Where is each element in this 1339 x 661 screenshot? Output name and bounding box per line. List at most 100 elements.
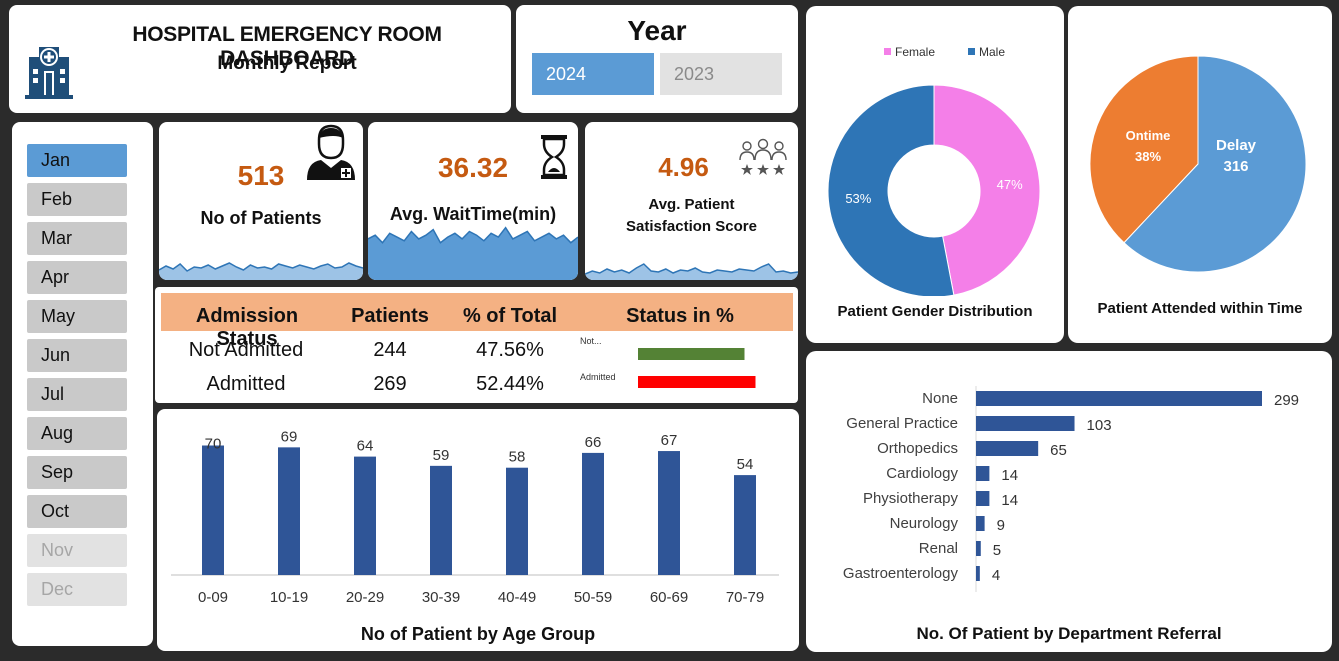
department-bar [976, 441, 1039, 456]
dashboard-subtitle: Monthly Report [217, 53, 357, 74]
dashboard-title: HOSPITAL EMERGENCY ROOM DASHBOARD [132, 23, 442, 70]
department-bar [976, 391, 1262, 406]
month-button-sep[interactable]: Sep [27, 456, 127, 489]
attended-pie-chart: Ontime 38% Delay 316 [1089, 55, 1307, 273]
status-bar-label: Not... [580, 336, 602, 346]
age-tick-label: 50-59 [574, 589, 612, 606]
age-tick-label: 40-49 [498, 589, 536, 606]
kpi-satisfaction-value: 4.96 [658, 152, 709, 182]
sparkline-area [368, 227, 578, 280]
department-category-label: Physiotherapy [863, 490, 959, 507]
department-bar [976, 541, 981, 556]
department-value-label: 14 [1001, 467, 1018, 484]
satisfaction-sparkline [585, 263, 798, 280]
attended-chart-card: Ontime 38% Delay 316 Patient Attended withi… [1068, 6, 1332, 343]
gender-chart-title: Patient Gender Distribution [837, 303, 1033, 320]
gender-slice-male [827, 84, 955, 296]
age-bar-value-label: 69 [281, 428, 298, 445]
row-not-admitted-patients: 244 [373, 339, 407, 361]
department-value-label: 14 [1001, 492, 1018, 509]
month-button-mar[interactable]: Mar [27, 222, 127, 255]
month-button-jan[interactable]: Jan [27, 144, 127, 177]
month-button-oct[interactable]: Oct [27, 495, 127, 528]
department-chart-title: No. Of Patient by Department Referral [916, 624, 1222, 643]
age-bar [734, 475, 756, 575]
legend-label-female: Female [895, 45, 935, 59]
age-tick-label: 0-09 [198, 589, 228, 606]
kpi-wait-label: Avg. WaitTime(min) [389, 204, 557, 224]
row-admitted-pct: 52.44% [476, 373, 544, 395]
month-button-jul[interactable]: Jul [27, 378, 127, 411]
row-admitted-patients: 269 [373, 373, 407, 395]
department-value-label: 9 [997, 517, 1005, 534]
age-bar-value-label: 66 [585, 434, 602, 451]
month-slicer: Jan Feb Mar Apr May Jun Jul Aug Sep Oct Nov Dec [12, 122, 153, 646]
legend-label-male: Male [979, 45, 1005, 59]
gender-slice-label: 47% [997, 177, 1023, 192]
age-bar-value-label: 70 [205, 436, 222, 453]
year-button-2023[interactable]: 2023 [660, 53, 782, 95]
department-category-label: Neurology [890, 515, 959, 532]
group-rating-icon [739, 138, 787, 175]
age-bar [278, 447, 300, 575]
row-admitted-status: Admitted [206, 373, 286, 395]
attended-slice-label: 38% [1135, 149, 1161, 164]
header-admission-status: Admission Status [195, 305, 299, 350]
age-chart-title: No of Patient by Age Group [360, 624, 596, 644]
kpi-wait-value: 36.32 [437, 152, 509, 183]
gender-slice-label: 53% [845, 191, 871, 206]
attended-slice-label: 316 [1223, 158, 1248, 175]
month-button-aug[interactable]: Aug [27, 417, 127, 450]
age-tick-label: 10-19 [270, 589, 308, 606]
header-card: HOSPITAL EMERGENCY ROOM DASHBOARD Monthl… [9, 5, 511, 113]
month-button-dec[interactable]: Dec [27, 573, 127, 606]
age-bar-value-label: 54 [737, 456, 754, 473]
patients-sparkline [159, 262, 363, 280]
admission-table-header [161, 293, 793, 331]
year-selector-card: Year 2024 2023 [516, 5, 798, 113]
row-not-admitted-pct: 47.56% [476, 339, 544, 361]
month-button-jun[interactable]: Jun [27, 339, 127, 372]
department-value-label: 65 [1050, 442, 1067, 459]
gender-slice-female [933, 84, 1041, 296]
kpi-patients-label: No of Patients [200, 208, 322, 228]
kpi-wait-card: 36.32 Avg. WaitTime(min) [368, 122, 578, 280]
month-button-may[interactable]: May [27, 300, 127, 333]
header-patients: Patients [351, 305, 429, 327]
year-button-2024[interactable]: 2024 [532, 53, 654, 95]
department-category-label: Gastroenterology [843, 565, 959, 582]
status-bar-label: Admitted [580, 372, 616, 382]
month-button-feb[interactable]: Feb [27, 183, 127, 216]
department-bar [976, 516, 985, 531]
kpi-satisfaction-card: 4.96 Avg. Patient Satisfaction Score [585, 122, 798, 280]
header-status-pct: Status in % [626, 305, 734, 327]
month-button-apr[interactable]: Apr [27, 261, 127, 294]
age-tick-label: 20-29 [346, 589, 384, 606]
age-group-bar-chart: 70 0-09 69 10-19 64 20-29 59 30-39 58 40-49 66 50-5… [171, 428, 779, 606]
header-pct-total: % of Total [462, 305, 558, 327]
age-bar [430, 465, 452, 575]
hourglass-icon [541, 135, 567, 179]
department-value-label: 103 [1087, 417, 1112, 434]
department-bar [976, 566, 980, 581]
sparkline-line [368, 226, 578, 244]
month-button-nov[interactable]: Nov [27, 534, 127, 567]
legend-swatch-male [968, 48, 975, 55]
department-bar [976, 491, 990, 506]
department-category-label: Orthopedics [877, 440, 958, 457]
sparkline-line [159, 262, 363, 272]
age-tick-label: 70-79 [726, 589, 764, 606]
department-category-label: Renal [919, 540, 958, 557]
department-value-label: 4 [992, 567, 1000, 584]
age-bar-value-label: 67 [661, 432, 678, 449]
department-bar [976, 416, 1075, 431]
age-bar [658, 451, 680, 575]
age-group-chart-card: 70 0-09 69 10-19 64 20-29 59 30-39 58 40-49 66 50-5… [157, 409, 799, 651]
age-bar [506, 467, 528, 575]
kpi-patients-card: 513 No of Patients [159, 122, 363, 280]
attended-slice-label: Delay [1216, 137, 1257, 154]
kpi-satisfaction-label-2: Satisfaction Score [626, 218, 757, 235]
attended-slice-label: Ontime [1126, 128, 1171, 143]
legend-swatch-female [884, 48, 891, 55]
year-label: Year [627, 15, 687, 46]
